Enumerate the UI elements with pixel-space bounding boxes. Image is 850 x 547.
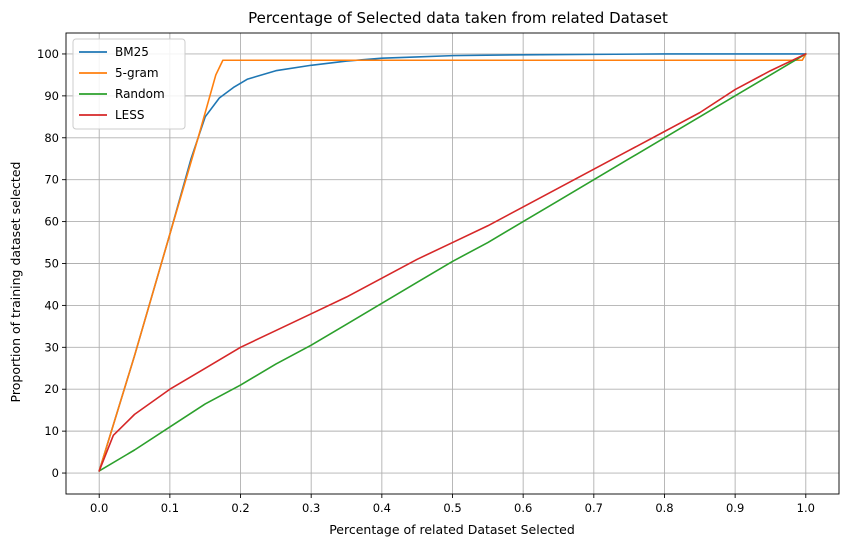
y-axis-label: Proportion of training dataset selected — [8, 162, 23, 403]
y-tick-label: 60 — [44, 215, 59, 229]
x-tick-label: 0.3 — [302, 501, 320, 515]
y-tick-label: 0 — [52, 466, 59, 480]
series-line-bm25 — [98, 53, 807, 472]
x-axis-ticks: 0.0 0.1 0.2 0.3 0.4 0.5 0.6 0.7 0.8 0.9 1.0 — [90, 494, 815, 515]
x-tick-label: 0.4 — [373, 501, 391, 515]
legend-label: LESS — [115, 108, 145, 122]
y-tick-label: 20 — [44, 382, 59, 396]
legend: BM25 5-gram Random LESS — [72, 38, 186, 130]
series-line-5-gram — [98, 53, 807, 472]
x-tick-label: 0.9 — [726, 501, 744, 515]
legend-label: Random — [115, 87, 165, 101]
legend-label: BM25 — [115, 45, 149, 59]
series-line-less — [98, 53, 807, 472]
y-tick-label: 10 — [44, 424, 59, 438]
series-lines — [98, 53, 807, 472]
y-tick-label: 40 — [44, 298, 59, 312]
y-tick-label: 50 — [44, 257, 59, 271]
x-tick-label: 0.5 — [443, 501, 461, 515]
chart-title: Percentage of Selected data taken from r… — [248, 9, 668, 27]
x-tick-label: 0.0 — [90, 501, 108, 515]
y-tick-label: 90 — [44, 89, 59, 103]
x-tick-label: 0.7 — [585, 501, 603, 515]
y-tick-label: 30 — [44, 340, 59, 354]
y-tick-label: 100 — [37, 47, 59, 61]
x-axis-label: Percentage of related Dataset Selected — [329, 522, 575, 537]
x-tick-label: 0.6 — [514, 501, 532, 515]
x-tick-label: 1.0 — [797, 501, 815, 515]
legend-box — [72, 38, 186, 130]
y-axis-ticks: 0 10 20 30 40 50 60 70 80 90 100 — [37, 47, 66, 480]
series-line-random — [98, 53, 807, 472]
x-tick-label: 0.1 — [161, 501, 179, 515]
y-tick-label: 70 — [44, 173, 59, 187]
legend-label: 5-gram — [115, 66, 159, 80]
y-tick-label: 80 — [44, 131, 59, 145]
x-tick-label: 0.8 — [655, 501, 673, 515]
x-tick-label: 0.2 — [231, 501, 249, 515]
